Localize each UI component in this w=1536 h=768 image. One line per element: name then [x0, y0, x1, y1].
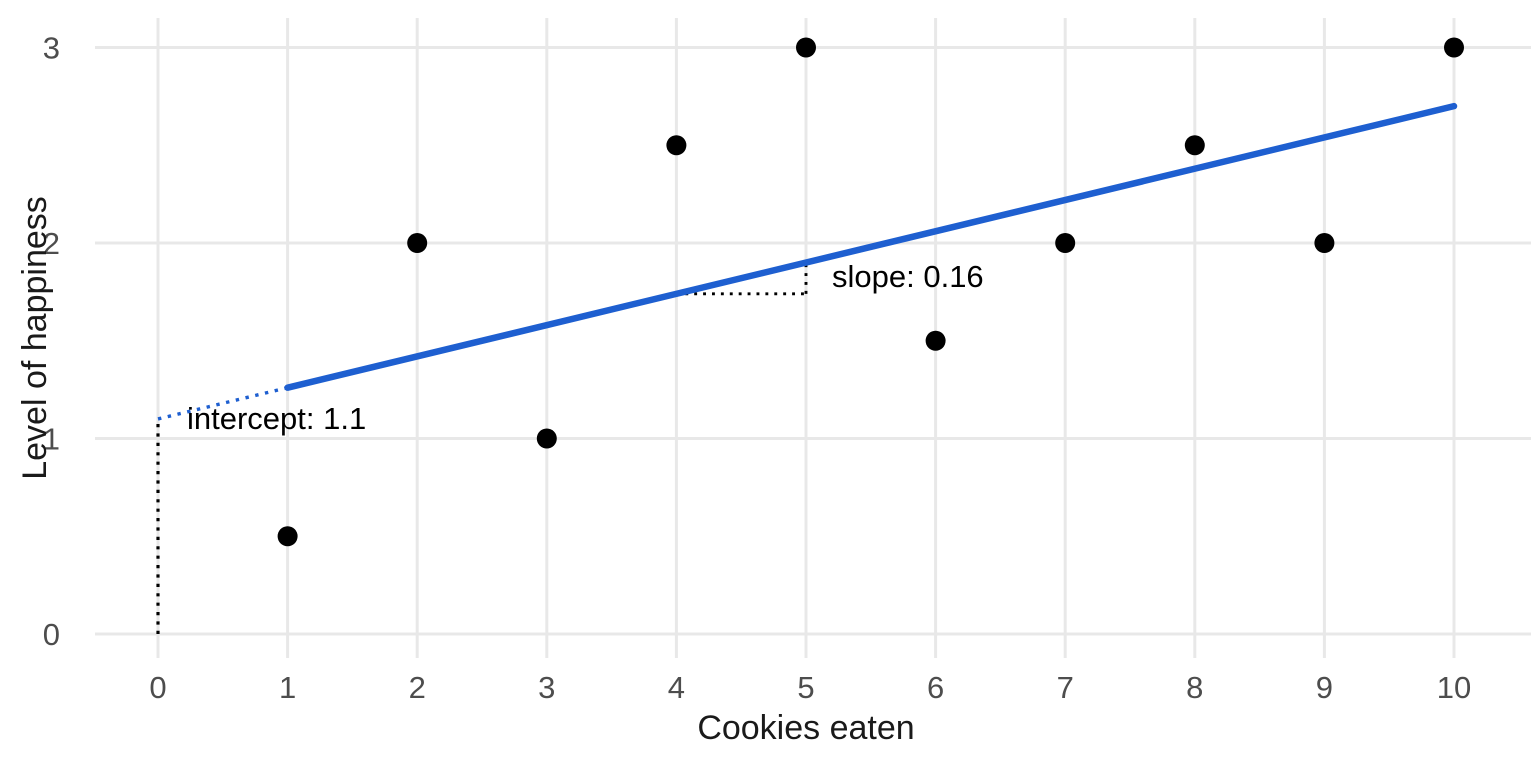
- data-point: [536, 428, 557, 449]
- data-point: [1055, 233, 1076, 253]
- x-tick-label: 1: [279, 670, 296, 705]
- x-axis-title: Cookies eaten: [697, 709, 914, 747]
- data-point: [407, 233, 428, 253]
- y-tick-label: 1: [43, 422, 60, 457]
- x-tick-label: 9: [1316, 670, 1333, 705]
- y-tick-label: 2: [43, 226, 60, 261]
- data-point: [1314, 233, 1335, 253]
- data-point: [277, 526, 298, 547]
- x-tick-label: 0: [149, 670, 166, 705]
- intercept-annotation: intercept: 1.1: [187, 401, 366, 436]
- x-tick-label: 4: [668, 670, 685, 705]
- y-tick-label: 0: [43, 617, 60, 652]
- slope-annotation: slope: 0.16: [832, 259, 984, 294]
- data-point: [1184, 135, 1205, 156]
- tick-labels-layer: 0 1 2 3 4 5 6 7 8 9 10 0 1 2 3: [43, 31, 1471, 706]
- data-point: [666, 135, 687, 156]
- x-tick-label: 6: [927, 670, 944, 705]
- regression-dotted-extension: [157, 386, 288, 421]
- x-tick-label: 7: [1057, 670, 1074, 705]
- data-point: [1444, 37, 1464, 58]
- grid-layer: [95, 18, 1531, 658]
- x-tick-label: 3: [538, 670, 555, 705]
- x-tick-label: 10: [1437, 670, 1471, 705]
- regression-layer: [157, 102, 1458, 421]
- data-point: [925, 330, 946, 351]
- y-axis-title: Level of happiness: [16, 196, 54, 480]
- x-tick-label: 8: [1186, 670, 1203, 705]
- x-tick-label: 2: [409, 670, 426, 705]
- data-point: [796, 37, 816, 58]
- regression-line: [284, 102, 1458, 391]
- guide-layer: [156, 262, 808, 634]
- y-tick-label: 3: [43, 31, 60, 66]
- points-layer: [277, 37, 1464, 547]
- x-tick-label: 5: [797, 670, 814, 705]
